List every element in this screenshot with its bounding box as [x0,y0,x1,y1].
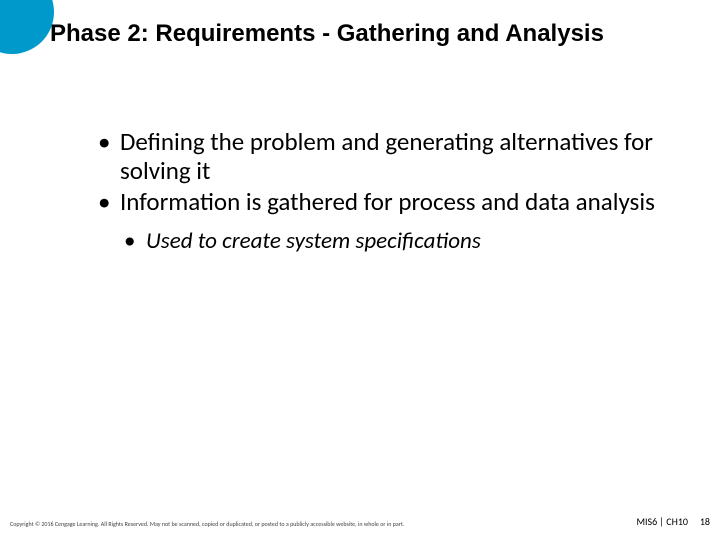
bullet-item: Defining the problem and generating alte… [90,128,680,186]
slide-content: Defining the problem and generating alte… [90,128,680,256]
page-number: 18 [700,515,710,528]
bullet-item: Information is gathered for process and … [90,188,680,217]
footer-copyright: Copyright © 2016 Cengage Learning. All R… [10,520,404,528]
accent-circle [0,0,54,54]
slide: Phase 2: Requirements - Gathering and An… [0,0,720,540]
slide-title: Phase 2: Requirements - Gathering and An… [50,20,604,48]
footer-reference: MIS6 | CH10 [636,515,688,528]
bullet-subitem: Used to create system specifications [90,228,680,256]
